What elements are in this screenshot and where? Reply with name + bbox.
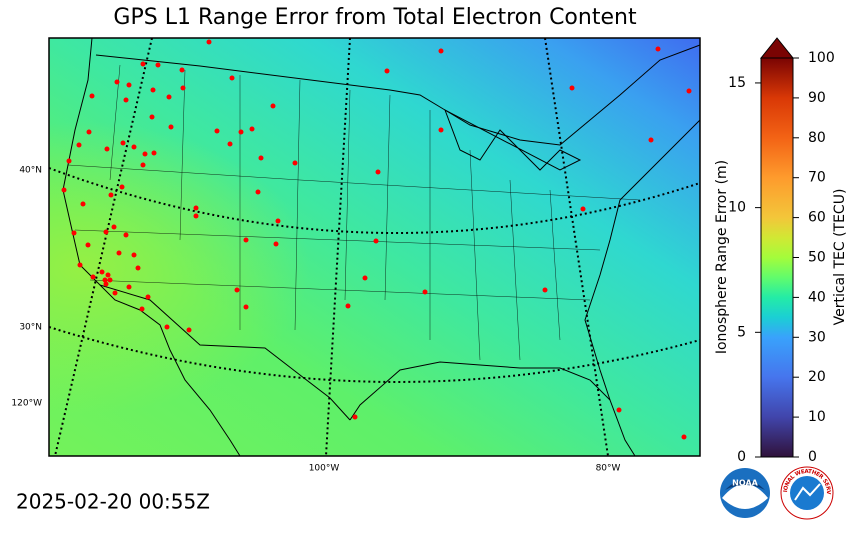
colorbar-extend [759, 37, 795, 59]
colorbar-right-label: Vertical TEC (TECU) [832, 189, 848, 326]
lat-label: 40°N [19, 166, 42, 176]
tec-tick-label: 50 [808, 250, 826, 266]
nws-symbol [794, 483, 821, 501]
timestamp: 2025-02-20 00:55Z [16, 490, 210, 514]
noaa-logo: NOAA [720, 468, 770, 518]
lon-label: 80°W [596, 464, 621, 474]
noaa-bird [725, 480, 765, 490]
gulf-coast [349, 361, 636, 457]
range-tick-label: 5 [737, 324, 746, 340]
great-lakes [444, 108, 582, 171]
colorbar-left-label: Ionosphere Range Error (m) [714, 160, 730, 354]
meridian-80w [544, 37, 609, 457]
tec-tick-label: 40 [808, 289, 826, 305]
coastline [62, 37, 241, 457]
lon-label: 120°W [11, 399, 42, 409]
atlantic-coast [584, 119, 701, 401]
meridian-120w [54, 37, 153, 457]
map-field-west [49, 38, 700, 456]
colorbar-scale [760, 57, 794, 458]
tec-tick-label: 20 [808, 369, 826, 385]
tec-tick-label: 100 [808, 50, 835, 66]
noaa-wave [722, 484, 768, 509]
lon-label: 100°W [309, 464, 340, 474]
state-lines [67, 64, 641, 361]
tec-tick-label: 0 [808, 449, 817, 465]
title: GPS L1 Range Error from Total Electron C… [113, 5, 637, 30]
tec-tick-label: 60 [808, 210, 826, 226]
tec-tick-label: 80 [808, 130, 826, 146]
map [48, 37, 701, 457]
map-frame [48, 37, 701, 457]
border-canada [95, 44, 701, 146]
stations [61, 39, 692, 440]
tec-tick-label: 30 [808, 329, 826, 345]
tec-tick-label: 10 [808, 409, 826, 425]
parallel-30n [48, 326, 701, 383]
range-tick-label: 10 [728, 200, 746, 216]
colorbar [759, 37, 795, 458]
range-tick-label: 15 [728, 75, 746, 91]
tec-tick-label: 90 [808, 90, 826, 106]
range-tick-label: 0 [737, 449, 746, 465]
tec-tick-label: 70 [808, 170, 826, 186]
noaa-text: NOAA [732, 479, 758, 488]
lat-label: 30°N [19, 323, 42, 333]
